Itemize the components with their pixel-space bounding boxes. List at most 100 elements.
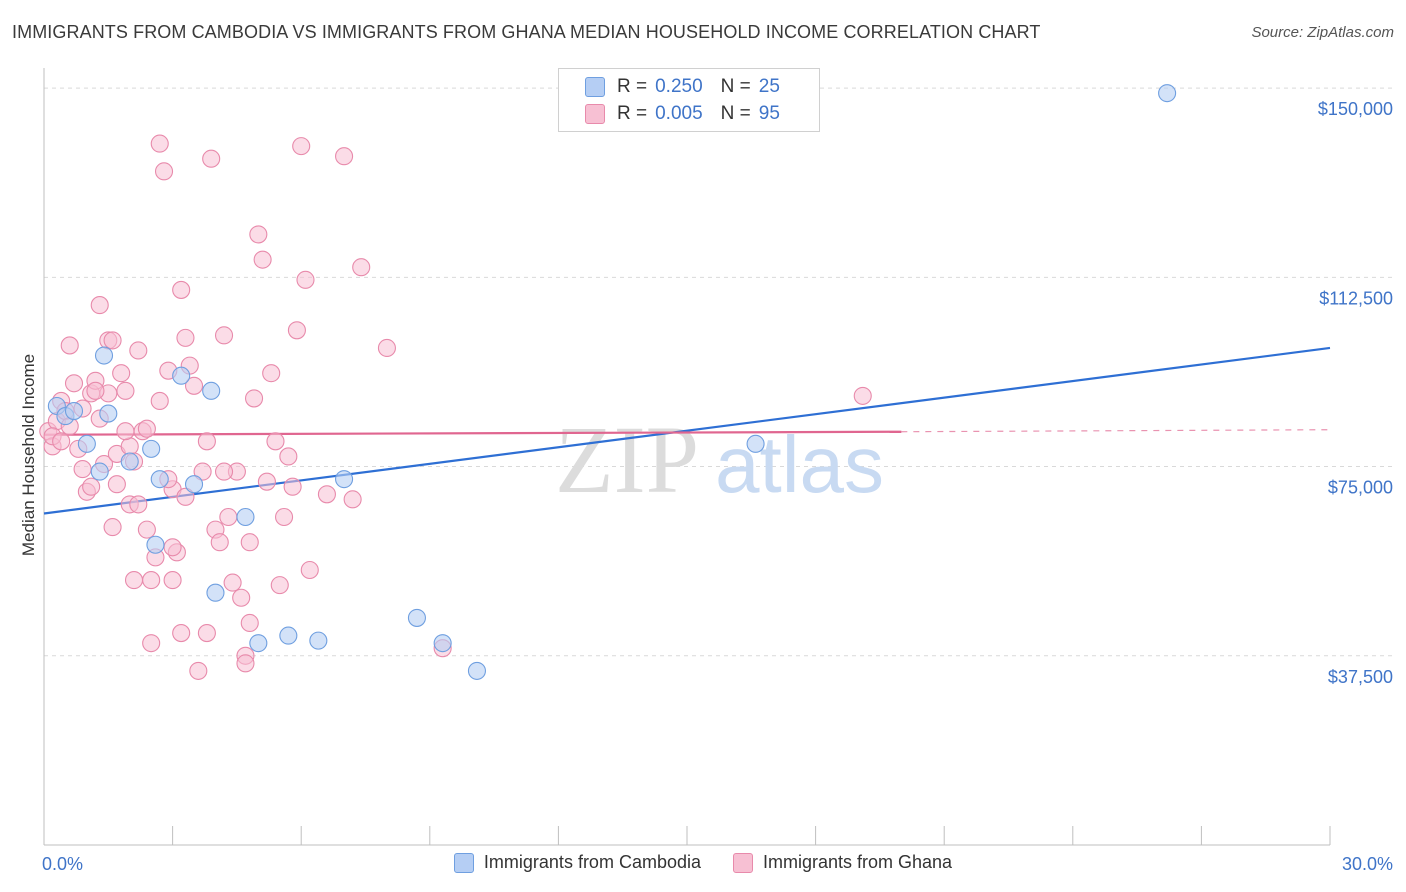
- ghana-point: [120, 437, 139, 456]
- ghana-point: [189, 661, 208, 680]
- ghana-point: [163, 571, 182, 590]
- watermark-atlas: atlas: [715, 420, 884, 509]
- ghana-point: [193, 462, 212, 481]
- ghana-point: [214, 462, 234, 481]
- bottom-legend-cambodia: Immigrants from Cambodia: [453, 852, 701, 873]
- cambodia-point: [279, 626, 298, 645]
- legend-n-value-ghana: 95: [758, 103, 780, 124]
- ghana-point: [103, 518, 122, 537]
- ghana-point: [124, 571, 144, 590]
- ghana-point: [107, 475, 126, 494]
- ghana-point: [210, 533, 229, 552]
- cambodia-point: [142, 439, 161, 458]
- bottom-legend-ghana: Immigrants from Ghana: [733, 852, 952, 873]
- ghana-point: [197, 624, 216, 643]
- cambodia-point: [94, 346, 114, 365]
- cambodia-point: [150, 470, 169, 489]
- legend-r-label: R =: [617, 103, 648, 124]
- x-tick-label: 30.0%: [1342, 854, 1393, 874]
- cambodia-point: [206, 583, 225, 602]
- ghana-point: [283, 477, 302, 496]
- ghana-point: [352, 258, 371, 277]
- cambodia-point: [236, 507, 255, 527]
- ghana-point: [279, 447, 298, 466]
- gridlines: [44, 87, 1396, 657]
- cambodia-point: [407, 608, 426, 627]
- ghana-point: [176, 328, 195, 347]
- ghana-point: [343, 490, 362, 509]
- cambodia-trendline: [43, 346, 1331, 515]
- cambodia-point: [172, 366, 191, 385]
- ghana-point: [73, 460, 92, 479]
- cambodia-points: [47, 84, 1177, 680]
- ghana-point: [103, 331, 122, 350]
- cambodia-point: [146, 535, 165, 554]
- ghana-point: [262, 364, 281, 383]
- ghana-points: [39, 134, 872, 680]
- y-tick-label: $150,000: [1318, 99, 1393, 119]
- ghana-point: [172, 624, 191, 643]
- ghana-point: [266, 432, 285, 451]
- ghana-point: [129, 341, 148, 360]
- ghana-point: [219, 507, 238, 527]
- cambodia-swatch: [585, 77, 605, 97]
- ghana-point: [163, 538, 182, 557]
- x-tick-label: 0.0%: [42, 854, 83, 874]
- bottom-legend-label-cambodia: Immigrants from Cambodia: [483, 852, 701, 872]
- cambodia-point: [120, 452, 139, 471]
- tick-labels: $37,500 $75,000 $112,500 $150,000 0.0% 30.0%: [42, 99, 1393, 874]
- cambodia-point: [335, 470, 354, 489]
- ghana-point: [249, 225, 268, 244]
- ghana-swatch: [585, 104, 605, 124]
- legend-r-value-ghana: 0.005: [655, 103, 703, 124]
- legend-r-value-cambodia: 0.250: [655, 76, 703, 97]
- ghana-point: [197, 432, 216, 451]
- ghana-point: [287, 321, 306, 340]
- ghana-point: [300, 560, 319, 580]
- ghana-point: [275, 507, 294, 527]
- source-label: Source: ZipAtlas.com: [1251, 24, 1394, 41]
- ghana-point: [116, 381, 135, 400]
- ghana-point: [129, 495, 148, 514]
- ghana-point: [223, 573, 242, 592]
- ghana-point: [240, 533, 259, 552]
- legend-n-label: N =: [720, 103, 751, 124]
- ghana-point: [90, 296, 109, 315]
- ghana-point: [172, 280, 191, 299]
- ghana-point: [82, 477, 101, 496]
- watermark-zip: ZIP: [555, 406, 699, 513]
- y-tick-label: $37,500: [1328, 667, 1393, 687]
- legend-row-ghana: R = 0.005 N = 95: [585, 102, 780, 126]
- cambodia-point: [433, 634, 452, 653]
- cambodia-point: [467, 661, 487, 680]
- bottom-legend-label-ghana: Immigrants from Ghana: [763, 852, 953, 872]
- y-tick-label: $75,000: [1328, 478, 1393, 498]
- ghana-point: [853, 386, 872, 405]
- cambodia-point: [249, 634, 268, 653]
- trendlines: [43, 346, 1331, 515]
- cambodia-swatch: [453, 852, 474, 873]
- ghana-point: [214, 326, 234, 345]
- axes: [43, 68, 1331, 846]
- ghana-point: [150, 134, 169, 153]
- ghana-point: [317, 485, 336, 504]
- ghana-trendline: [43, 430, 902, 436]
- ghana-point: [377, 338, 396, 358]
- ghana-point: [154, 162, 174, 181]
- ghana-trendline-extension: [901, 429, 1331, 433]
- ghana-point: [116, 422, 135, 441]
- ghana-point: [52, 432, 71, 451]
- ghana-point: [137, 520, 156, 539]
- watermark: ZIP atlas: [555, 406, 884, 513]
- ghana-point: [112, 364, 131, 383]
- ghana-point: [202, 149, 221, 168]
- chart-title: IMMIGRANTS FROM CAMBODIA VS IMMIGRANTS F…: [12, 22, 1041, 42]
- ghana-point: [257, 472, 276, 491]
- ghana-point: [232, 588, 251, 607]
- ghana-point: [184, 376, 204, 395]
- ghana-point: [176, 487, 195, 506]
- ghana-point: [240, 613, 259, 633]
- ghana-point: [270, 576, 289, 595]
- ghana-point: [142, 634, 161, 653]
- cambodia-point: [77, 434, 96, 453]
